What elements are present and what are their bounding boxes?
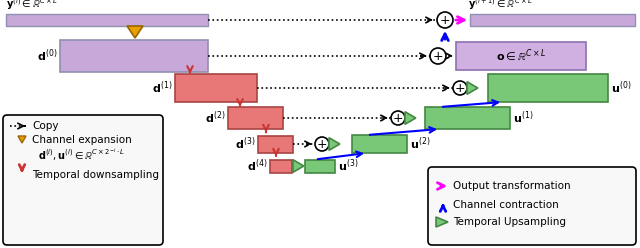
Bar	[258, 135, 293, 153]
Text: $\mathbf{u}^{(3)}$: $\mathbf{u}^{(3)}$	[338, 158, 358, 174]
Polygon shape	[467, 82, 478, 94]
Bar	[470, 14, 635, 26]
Bar	[425, 107, 510, 129]
Polygon shape	[436, 217, 448, 227]
FancyBboxPatch shape	[3, 115, 163, 245]
Text: $+$: $+$	[433, 50, 444, 62]
Text: $\mathbf{o} \in \mathbb{R}^{C \times L}$: $\mathbf{o} \in \mathbb{R}^{C \times L}$	[495, 48, 547, 64]
Polygon shape	[127, 26, 143, 38]
Bar	[456, 42, 586, 70]
Polygon shape	[293, 160, 304, 172]
Text: $\mathbf{u}^{(0)}$: $\mathbf{u}^{(0)}$	[611, 80, 632, 96]
Circle shape	[315, 137, 329, 151]
Circle shape	[437, 12, 453, 28]
Polygon shape	[329, 138, 340, 150]
Text: $+$: $+$	[440, 13, 451, 27]
Bar	[488, 74, 608, 102]
Text: $+$: $+$	[392, 112, 404, 124]
Text: $\mathbf{u}^{(2)}$: $\mathbf{u}^{(2)}$	[410, 136, 430, 152]
Text: $+$: $+$	[316, 137, 328, 151]
Circle shape	[430, 48, 446, 64]
Text: $\mathbf{d}^{(3)}$: $\mathbf{d}^{(3)}$	[235, 136, 255, 152]
Polygon shape	[18, 136, 26, 143]
Bar	[6, 14, 208, 26]
Bar	[305, 159, 335, 173]
Bar	[228, 107, 283, 129]
Bar	[352, 135, 407, 153]
Text: Temporal downsampling: Temporal downsampling	[32, 170, 159, 180]
Bar	[270, 159, 292, 173]
Text: $+$: $+$	[454, 82, 466, 94]
Text: $\mathbf{u}^{(1)}$: $\mathbf{u}^{(1)}$	[513, 110, 533, 126]
Text: $\mathbf{y}^{(i)} \in \mathbb{R}^{C \times L}$: $\mathbf{y}^{(i)} \in \mathbb{R}^{C \tim…	[6, 0, 58, 12]
Text: $\mathbf{d}^{(0)}$: $\mathbf{d}^{(0)}$	[36, 48, 57, 64]
Text: Output transformation: Output transformation	[453, 181, 571, 191]
Text: $\mathbf{d}^{(i)}, \mathbf{u}^{(i)} \in \mathbb{R}^{C \times 2^{-i} \cdot L}$: $\mathbf{d}^{(i)}, \mathbf{u}^{(i)} \in …	[38, 147, 125, 163]
FancyBboxPatch shape	[428, 167, 636, 245]
Text: $\mathbf{d}^{(2)}$: $\mathbf{d}^{(2)}$	[205, 110, 225, 126]
Bar	[175, 74, 257, 102]
Polygon shape	[405, 112, 416, 124]
Text: $\mathbf{y}^{(i+1)} \in \mathbb{R}^{C \times L}$: $\mathbf{y}^{(i+1)} \in \mathbb{R}^{C \t…	[468, 0, 533, 12]
Circle shape	[453, 81, 467, 95]
Text: Channel contraction: Channel contraction	[453, 200, 559, 210]
Circle shape	[391, 111, 405, 125]
Text: Temporal Upsampling: Temporal Upsampling	[453, 217, 566, 227]
Text: Channel expansion: Channel expansion	[32, 135, 132, 145]
Bar	[60, 40, 208, 72]
Text: $\mathbf{d}^{(1)}$: $\mathbf{d}^{(1)}$	[152, 80, 172, 96]
Text: $\mathbf{d}^{(4)}$: $\mathbf{d}^{(4)}$	[246, 158, 267, 174]
Text: Copy: Copy	[32, 121, 58, 131]
